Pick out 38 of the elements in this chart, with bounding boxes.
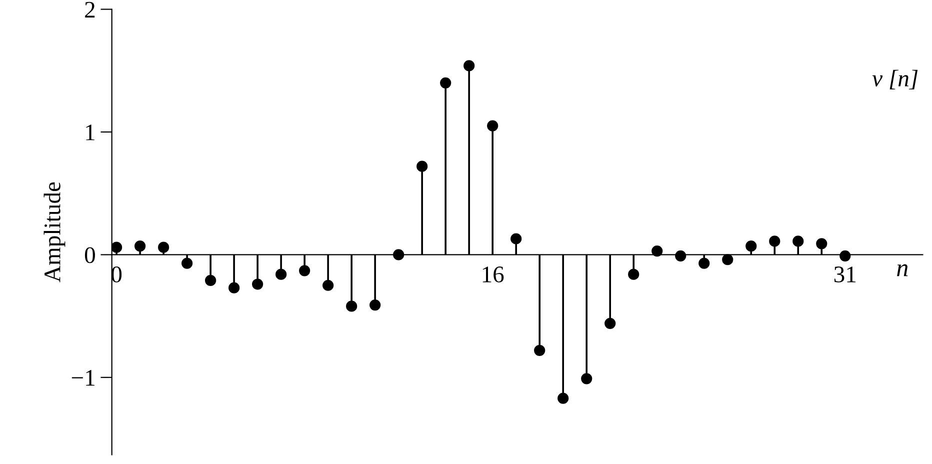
point — [628, 268, 640, 280]
point — [816, 238, 828, 250]
annotation: v [n] — [872, 70, 918, 90]
point — [604, 318, 616, 329]
point — [510, 233, 522, 244]
y-tick-label: −1 — [72, 370, 94, 386]
point — [299, 265, 310, 276]
y-tick-label: 2 — [85, 2, 95, 18]
y-axis-title: Amplitude — [44, 182, 66, 282]
point — [204, 274, 216, 286]
point — [792, 236, 804, 247]
point — [228, 282, 240, 294]
x-axis-title: n — [897, 264, 908, 276]
point — [746, 240, 757, 252]
point — [252, 278, 264, 290]
point — [534, 344, 546, 356]
y-tick-label: 0 — [84, 247, 95, 264]
point — [416, 160, 428, 172]
point — [722, 254, 734, 266]
y-tick-label: 1 — [86, 124, 94, 140]
point — [769, 236, 780, 247]
point — [346, 300, 358, 312]
point — [698, 258, 710, 269]
point — [652, 245, 663, 257]
point — [440, 77, 452, 88]
point — [181, 258, 193, 269]
point — [464, 60, 475, 72]
point — [134, 240, 146, 252]
x-tick-label: 16 — [482, 266, 504, 282]
point — [558, 392, 569, 404]
point — [581, 373, 592, 384]
point — [276, 268, 287, 280]
point — [112, 242, 122, 253]
point — [370, 299, 381, 311]
point — [158, 242, 170, 253]
point — [487, 120, 498, 132]
x-tick-label: 31 — [834, 266, 856, 282]
point — [322, 280, 334, 291]
